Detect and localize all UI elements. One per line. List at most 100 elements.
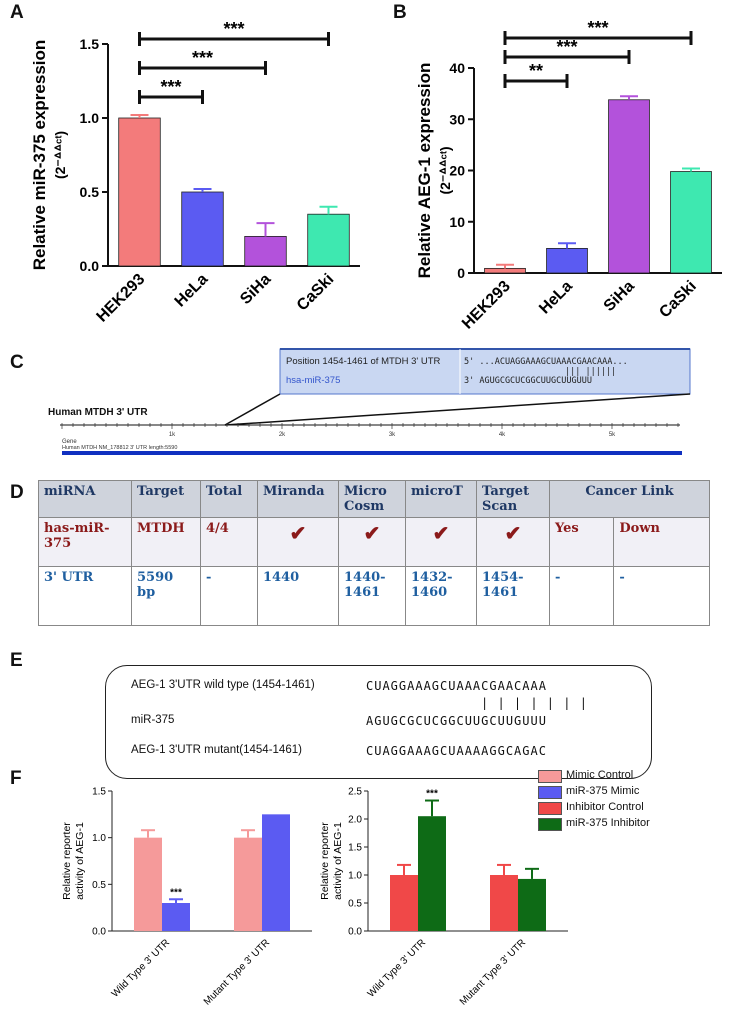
th-miranda: Miranda <box>257 480 339 518</box>
bar <box>118 117 161 267</box>
y-tick-label: 40 <box>449 60 465 76</box>
x-tick-label: Mutant Type 3' UTR <box>458 937 528 1007</box>
seq-top: 5' ...ACUAGGAAAGCUAAACGAACAAA... <box>464 357 628 367</box>
y-tick-label: 1.0 <box>92 833 106 844</box>
x-tick-label: SiHa <box>601 278 638 315</box>
y-tick-label: 0.5 <box>348 899 362 910</box>
utr-bar <box>62 451 682 455</box>
cell-mirna: has-miR-375 <box>38 517 132 567</box>
y-tick-label: 0.5 <box>80 184 100 200</box>
bar <box>670 171 712 274</box>
cell-cancer-yes: Yes <box>548 517 615 567</box>
significance-label: *** <box>587 18 608 38</box>
bar <box>134 837 162 931</box>
y-tick-label: 30 <box>449 111 465 127</box>
check-icon: ✔ <box>405 517 477 567</box>
sequence-box: AEG-1 3'UTR wild type (1454-1461) CUAGGA… <box>105 665 652 779</box>
ruler-label: 2k <box>279 432 286 438</box>
ruler-label: 4k <box>499 432 506 438</box>
legend-inhibitor-control: Inhibitor Control <box>566 801 644 813</box>
legend-swatch <box>538 802 562 815</box>
mirna-label: hsa-miR-375 <box>286 375 340 386</box>
cell-utr: 3' UTR <box>38 566 132 626</box>
significance-label: *** <box>426 789 438 800</box>
th-total: Total <box>200 480 258 518</box>
th-microt: microT <box>405 480 477 518</box>
y-tick-label: 1.0 <box>348 871 362 882</box>
panel-label-a: A <box>10 2 24 23</box>
x-tick-label: Wild Type 3' UTR <box>366 937 428 999</box>
th-cancer-link: Cancer Link <box>549 480 710 518</box>
cell-cancer-down: Down <box>613 517 710 567</box>
cell-total-dash: - <box>200 566 258 626</box>
cell-target: MTDH <box>131 517 201 567</box>
cell-microt-pos: 1432-1460 <box>405 566 477 626</box>
cell-dash: - <box>613 566 710 626</box>
ruler-label: 5k <box>609 432 616 438</box>
panel-label-b: B <box>393 2 407 23</box>
wt-seq: CUAGGAAAGCUAAACGAACAAA <box>366 679 547 693</box>
x-tick-label: Mutant Type 3' UTR <box>202 937 272 1007</box>
th-target: Target <box>131 480 201 518</box>
legend-swatch <box>538 770 562 783</box>
significance-label: *** <box>170 887 182 898</box>
y-tick-label: 1.5 <box>92 787 106 798</box>
bar <box>262 814 290 931</box>
y-tick-label: 1.5 <box>80 36 100 52</box>
y-axis-label-unit: (2⁻ᐞᐞᶜᵗ) <box>52 131 68 179</box>
panel-label-d: D <box>10 482 24 503</box>
th-targetscan: Target Scan <box>476 480 550 518</box>
bar <box>490 875 518 931</box>
bar <box>484 267 526 274</box>
bar <box>418 816 446 931</box>
chart-a: 0.0 0.5 1.0 1.5 HEK293 HeLa SiHa CaSki *** *** ***… <box>30 19 360 326</box>
y-axis-label: Relative AEG-1 expression <box>415 63 434 279</box>
mut-seq: CUAGGAAAGCUAAAAGGCAGAC <box>366 744 547 758</box>
legend-swatch <box>538 786 562 799</box>
chart-f2: 0.0 0.5 1.0 1.5 2.0 2.5 Wild Type 3' UTR Mutant… <box>319 787 568 1008</box>
mut-label: AEG-1 3'UTR mutant(1454-1461) <box>131 744 302 756</box>
check-icon: ✔ <box>476 517 550 567</box>
y-tick-label: 0.0 <box>348 927 362 938</box>
utr-ruler: 1k 2k 3k 4k 5k <box>61 423 679 438</box>
x-tick-label: HEK293 <box>94 271 149 326</box>
legend-swatch <box>538 818 562 831</box>
gene-label: Gene <box>62 439 77 445</box>
x-tick-label: HeLa <box>536 278 576 318</box>
cell-microcosm-pos: 1440-1461 <box>338 566 406 626</box>
legend-mimic: miR-375 Mimic <box>566 785 640 797</box>
seq-bottom: 3' AGUGCGCUCGGCUUGCUUGUUU <box>464 376 592 386</box>
legend-mimic-control: Mimic Control <box>566 769 634 781</box>
x-tick-label: HeLa <box>172 271 212 311</box>
bar <box>244 235 287 267</box>
y-tick-label: 0.0 <box>80 258 100 274</box>
y-tick-label: 1.5 <box>348 843 362 854</box>
cell-dash: - <box>548 566 615 626</box>
mir-label: miR-375 <box>131 714 175 726</box>
y-tick-label: 2.5 <box>348 787 362 798</box>
x-tick-label: CaSki <box>294 271 337 314</box>
bar <box>234 837 262 931</box>
x-tick-label: CaSki <box>656 278 699 321</box>
bar <box>608 99 650 274</box>
y-axis-label: activity of AEG-1 <box>332 822 344 900</box>
y-axis-label-unit: (2⁻ᐞᐞᶜᵗ) <box>437 146 453 194</box>
y-axis-label: Relative reporter <box>319 822 331 900</box>
x-tick-label: SiHa <box>237 271 274 308</box>
cell-total: 4/4 <box>200 517 258 567</box>
cell-targetscan-pos: 1454-1461 <box>476 566 550 626</box>
y-tick-label: 1.0 <box>80 110 100 126</box>
y-tick-label: 2.0 <box>348 815 362 826</box>
y-tick-label: 0.0 <box>92 927 106 938</box>
bar <box>518 878 546 931</box>
pair-lines: ||| |||||| <box>565 367 616 377</box>
prediction-table: miRNA Target Total Miranda Micro Cosm mi… <box>38 480 710 626</box>
utr-diagram: Position 1454-1461 of MTDH 3' UTR hsa-mi… <box>48 348 691 455</box>
panel-label-c: C <box>10 352 24 373</box>
ruler-label: 1k <box>169 432 176 438</box>
x-tick-label: Wild Type 3' UTR <box>110 937 172 999</box>
significance-label: *** <box>192 48 213 68</box>
cell-miranda-pos: 1440 <box>257 566 339 626</box>
legend-inhibitor: miR-375 Inhibitor <box>566 817 650 829</box>
